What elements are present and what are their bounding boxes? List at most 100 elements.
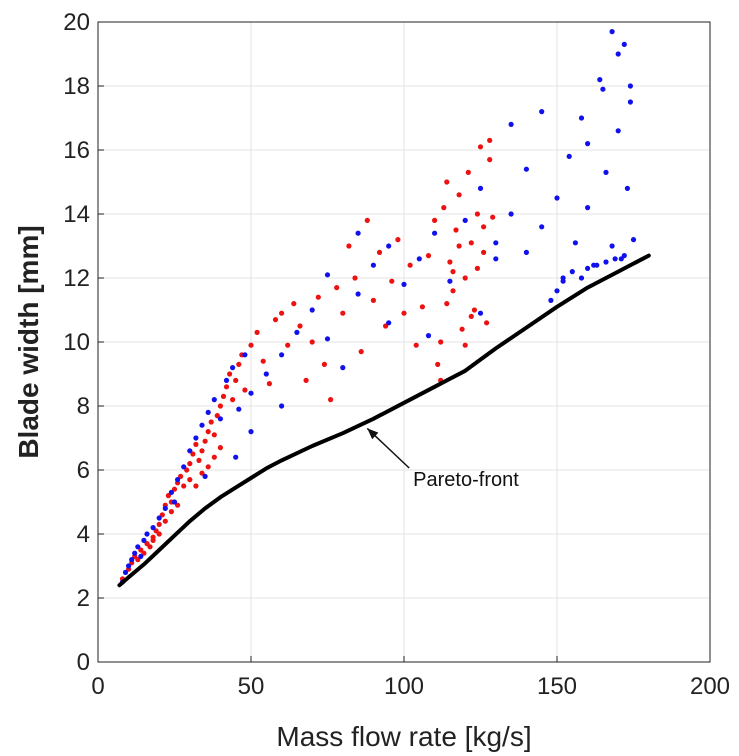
blue-point	[560, 278, 566, 284]
blue-point	[477, 310, 484, 316]
red-point	[303, 377, 309, 383]
blue-point	[263, 371, 269, 377]
x-tick-label: 100	[384, 673, 424, 700]
blue-point	[135, 544, 141, 550]
blue-point	[132, 550, 138, 556]
blue-point	[168, 489, 174, 495]
blue-point	[386, 320, 392, 326]
red-point	[242, 387, 248, 393]
blue-point	[493, 240, 499, 246]
red-point	[481, 224, 487, 230]
red-point	[309, 339, 315, 345]
blue-point	[181, 464, 187, 470]
x-tick-label: 50	[238, 673, 265, 700]
blue-point	[324, 336, 331, 342]
blue-point	[508, 121, 514, 127]
blue-point	[621, 253, 627, 259]
blue-point	[432, 230, 438, 236]
blue-point	[569, 269, 575, 275]
blue-point	[202, 473, 208, 479]
blue-point	[279, 403, 285, 409]
red-point	[156, 531, 162, 537]
red-point	[413, 342, 419, 348]
blue-point	[585, 205, 591, 211]
blue-point	[230, 365, 236, 371]
red-point	[227, 371, 233, 377]
red-point	[193, 483, 199, 489]
blue-point	[621, 41, 627, 48]
red-point	[196, 457, 202, 463]
blue-point	[217, 416, 223, 422]
blue-point	[355, 230, 361, 236]
red-point	[490, 214, 496, 220]
red-point	[217, 403, 223, 409]
red-point	[471, 307, 477, 313]
red-point	[484, 320, 490, 326]
blue-point	[324, 272, 331, 278]
annotation-arrowhead	[367, 428, 379, 440]
blue-point	[242, 352, 248, 358]
red-point	[474, 211, 480, 217]
red-point	[150, 537, 156, 544]
red-point	[236, 361, 242, 367]
blue-point	[624, 185, 631, 191]
y-tick-label: 14	[63, 201, 90, 228]
red-point	[205, 464, 211, 470]
blue-point	[248, 429, 254, 435]
red-point	[214, 413, 220, 419]
red-point	[425, 253, 432, 259]
red-point	[279, 310, 285, 316]
blue-point	[187, 448, 193, 454]
scatter-points	[119, 29, 637, 585]
y-tick-label: 16	[63, 137, 90, 164]
red-point	[199, 448, 205, 454]
blue-point	[156, 515, 162, 521]
blue-point	[523, 249, 530, 255]
blue-point	[578, 115, 585, 121]
blue-point	[508, 211, 514, 217]
red-point	[447, 259, 453, 265]
red-point	[468, 240, 474, 246]
blue-point	[627, 83, 634, 89]
blue-point	[603, 259, 609, 265]
red-point	[462, 342, 468, 348]
blue-point	[523, 166, 530, 172]
red-point	[321, 361, 327, 367]
blue-point	[175, 477, 181, 483]
red-point	[358, 349, 364, 355]
red-point	[487, 137, 493, 143]
red-point	[297, 323, 303, 329]
grid	[97, 21, 711, 663]
blue-point	[612, 256, 618, 262]
red-point	[346, 243, 352, 249]
red-point	[395, 237, 401, 243]
red-point	[220, 393, 227, 399]
blue-point	[138, 553, 144, 560]
red-point	[340, 310, 346, 316]
x-axis-label: Mass flow rate [kg/s]	[276, 721, 531, 752]
pareto-front-layer	[117, 253, 651, 588]
blue-point	[193, 435, 199, 441]
red-point	[432, 217, 438, 223]
y-tick-label: 12	[63, 265, 90, 292]
red-point	[456, 192, 462, 198]
red-point	[328, 397, 334, 403]
red-point	[141, 550, 147, 556]
red-point	[211, 432, 217, 438]
blue-point	[144, 531, 150, 537]
red-point	[462, 275, 468, 281]
blue-point	[585, 265, 591, 271]
blue-point	[572, 240, 579, 246]
blue-point	[585, 141, 591, 147]
blue-point	[609, 29, 615, 35]
red-point	[193, 441, 199, 447]
red-point	[190, 451, 196, 457]
blue-point	[279, 352, 285, 358]
red-point	[254, 329, 260, 335]
y-tick-label: 0	[77, 649, 90, 676]
red-point	[435, 361, 441, 367]
blue-point	[248, 390, 254, 396]
red-point	[370, 297, 376, 303]
blue-point	[223, 377, 230, 383]
blue-point	[236, 406, 242, 412]
